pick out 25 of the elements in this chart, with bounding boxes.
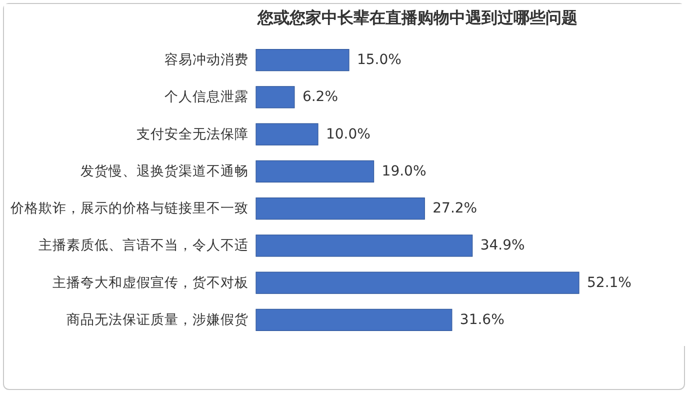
- bar: [256, 197, 425, 220]
- y-tick-label: 商品无法保证质量，涉嫌假货: [66, 312, 248, 328]
- data-label: 6.2%: [302, 89, 338, 106]
- bar: [256, 272, 580, 294]
- chart-title: 您或您家中长辈在直播购物中遇到过哪些问题: [256, 8, 578, 27]
- y-tick-label: 个人信息泄露: [164, 89, 248, 106]
- data-label: 19.0%: [382, 163, 426, 180]
- y-tick-label: 主播素质低、言语不当，令人不适: [38, 238, 248, 254]
- bar: [256, 234, 473, 257]
- bar: [256, 123, 318, 146]
- bar: [256, 308, 452, 332]
- data-label: 27.2%: [432, 200, 478, 217]
- y-tick-label: 主播夸大和虚假宣传，货不对板: [52, 274, 248, 291]
- data-label: 10.0%: [326, 126, 370, 142]
- data-label: 52.1%: [587, 274, 632, 291]
- bar: [256, 160, 374, 183]
- data-label: 34.9%: [480, 238, 525, 254]
- data-label: 15.0%: [356, 52, 402, 68]
- y-tick-label: 容易冲动消费: [164, 52, 248, 68]
- y-tick-label: 价格欺诈，展示的价格与链接里不一致: [10, 200, 248, 217]
- bar: [256, 86, 295, 108]
- data-label: 31.6%: [460, 312, 504, 328]
- y-tick-label: 支付安全无法保障: [136, 126, 248, 142]
- y-tick-label: 发货慢、退换货渠道不通畅: [80, 163, 248, 180]
- bar: [256, 48, 350, 72]
